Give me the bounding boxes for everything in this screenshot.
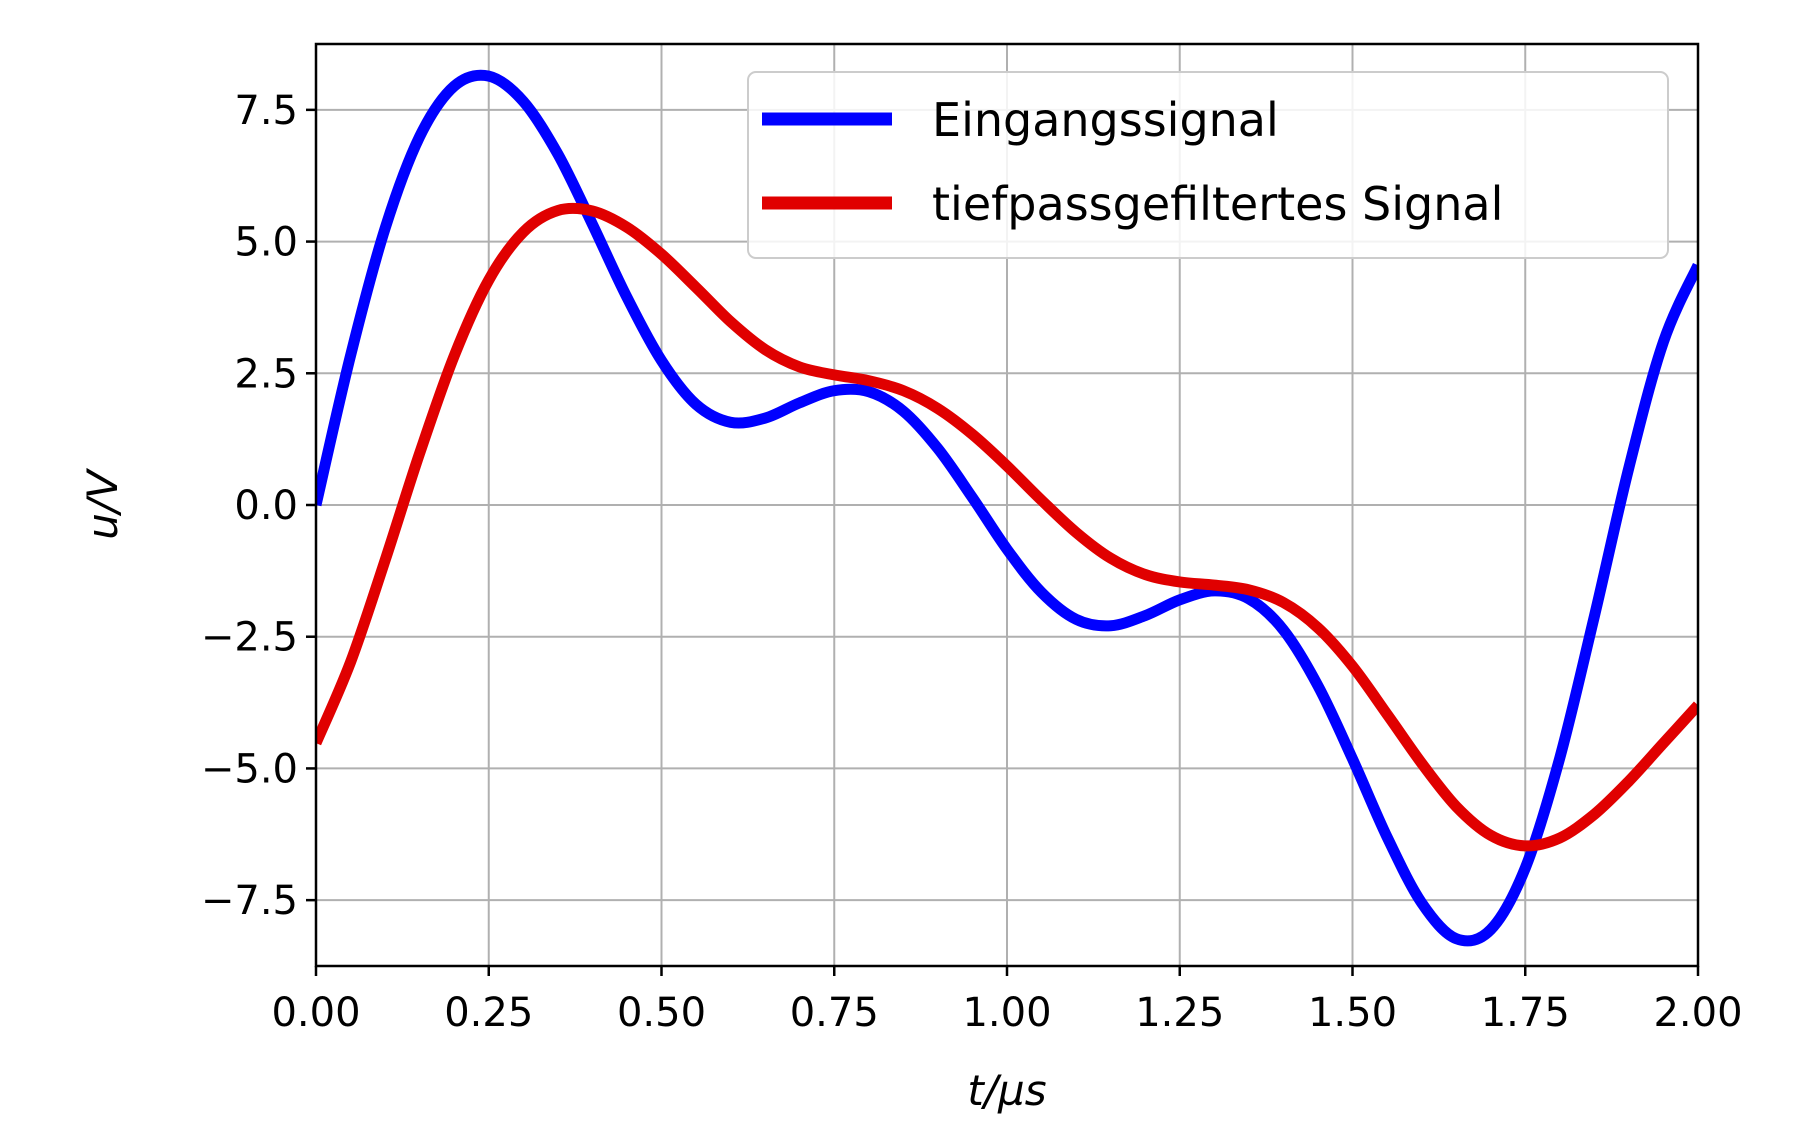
x-tick-label: 1.75 xyxy=(1481,990,1570,1036)
legend-label-eingangssignal: Eingangssignal xyxy=(932,93,1279,147)
x-tick-label: 0.25 xyxy=(444,990,533,1036)
x-tick-label: 0.00 xyxy=(271,990,360,1036)
y-tick-label: −7.5 xyxy=(201,878,298,924)
x-tick-label: 1.00 xyxy=(962,990,1051,1036)
legend: Eingangssignal tiefpassgefiltertes Signa… xyxy=(747,71,1669,259)
y-tick-label: 2.5 xyxy=(234,351,298,397)
y-axis-label: u/V xyxy=(78,467,127,540)
legend-label-tiefpassgefiltertes-signal: tiefpassgefiltertes Signal xyxy=(932,177,1503,231)
legend-box xyxy=(747,71,1669,259)
y-tick-label: −5.0 xyxy=(201,746,298,792)
x-tick-label: 0.75 xyxy=(790,990,879,1036)
x-tick-label: 2.00 xyxy=(1653,990,1742,1036)
y-axis: 7.5 5.0 2.5 0.0 −2.5 −5.0 −7.5 xyxy=(201,88,316,924)
x-axis: 0.00 0.25 0.50 0.75 1.00 1.25 1.50 1.75 2.00 xyxy=(271,966,1743,1036)
x-axis-label: t/µs xyxy=(967,1066,1046,1115)
y-tick-label: 0.0 xyxy=(234,483,298,529)
series-line-eingangssignal xyxy=(316,69,1698,947)
series-line-tiefpassgefiltertes-signal xyxy=(316,202,1698,852)
y-tick-label: 5.0 xyxy=(234,220,298,266)
x-tick-label: 1.25 xyxy=(1135,990,1224,1036)
series-layer xyxy=(316,69,1698,947)
y-tick-label: 7.5 xyxy=(234,88,298,134)
x-tick-label: 0.50 xyxy=(617,990,706,1036)
y-tick-label: −2.5 xyxy=(201,615,298,661)
x-tick-label: 1.50 xyxy=(1308,990,1397,1036)
